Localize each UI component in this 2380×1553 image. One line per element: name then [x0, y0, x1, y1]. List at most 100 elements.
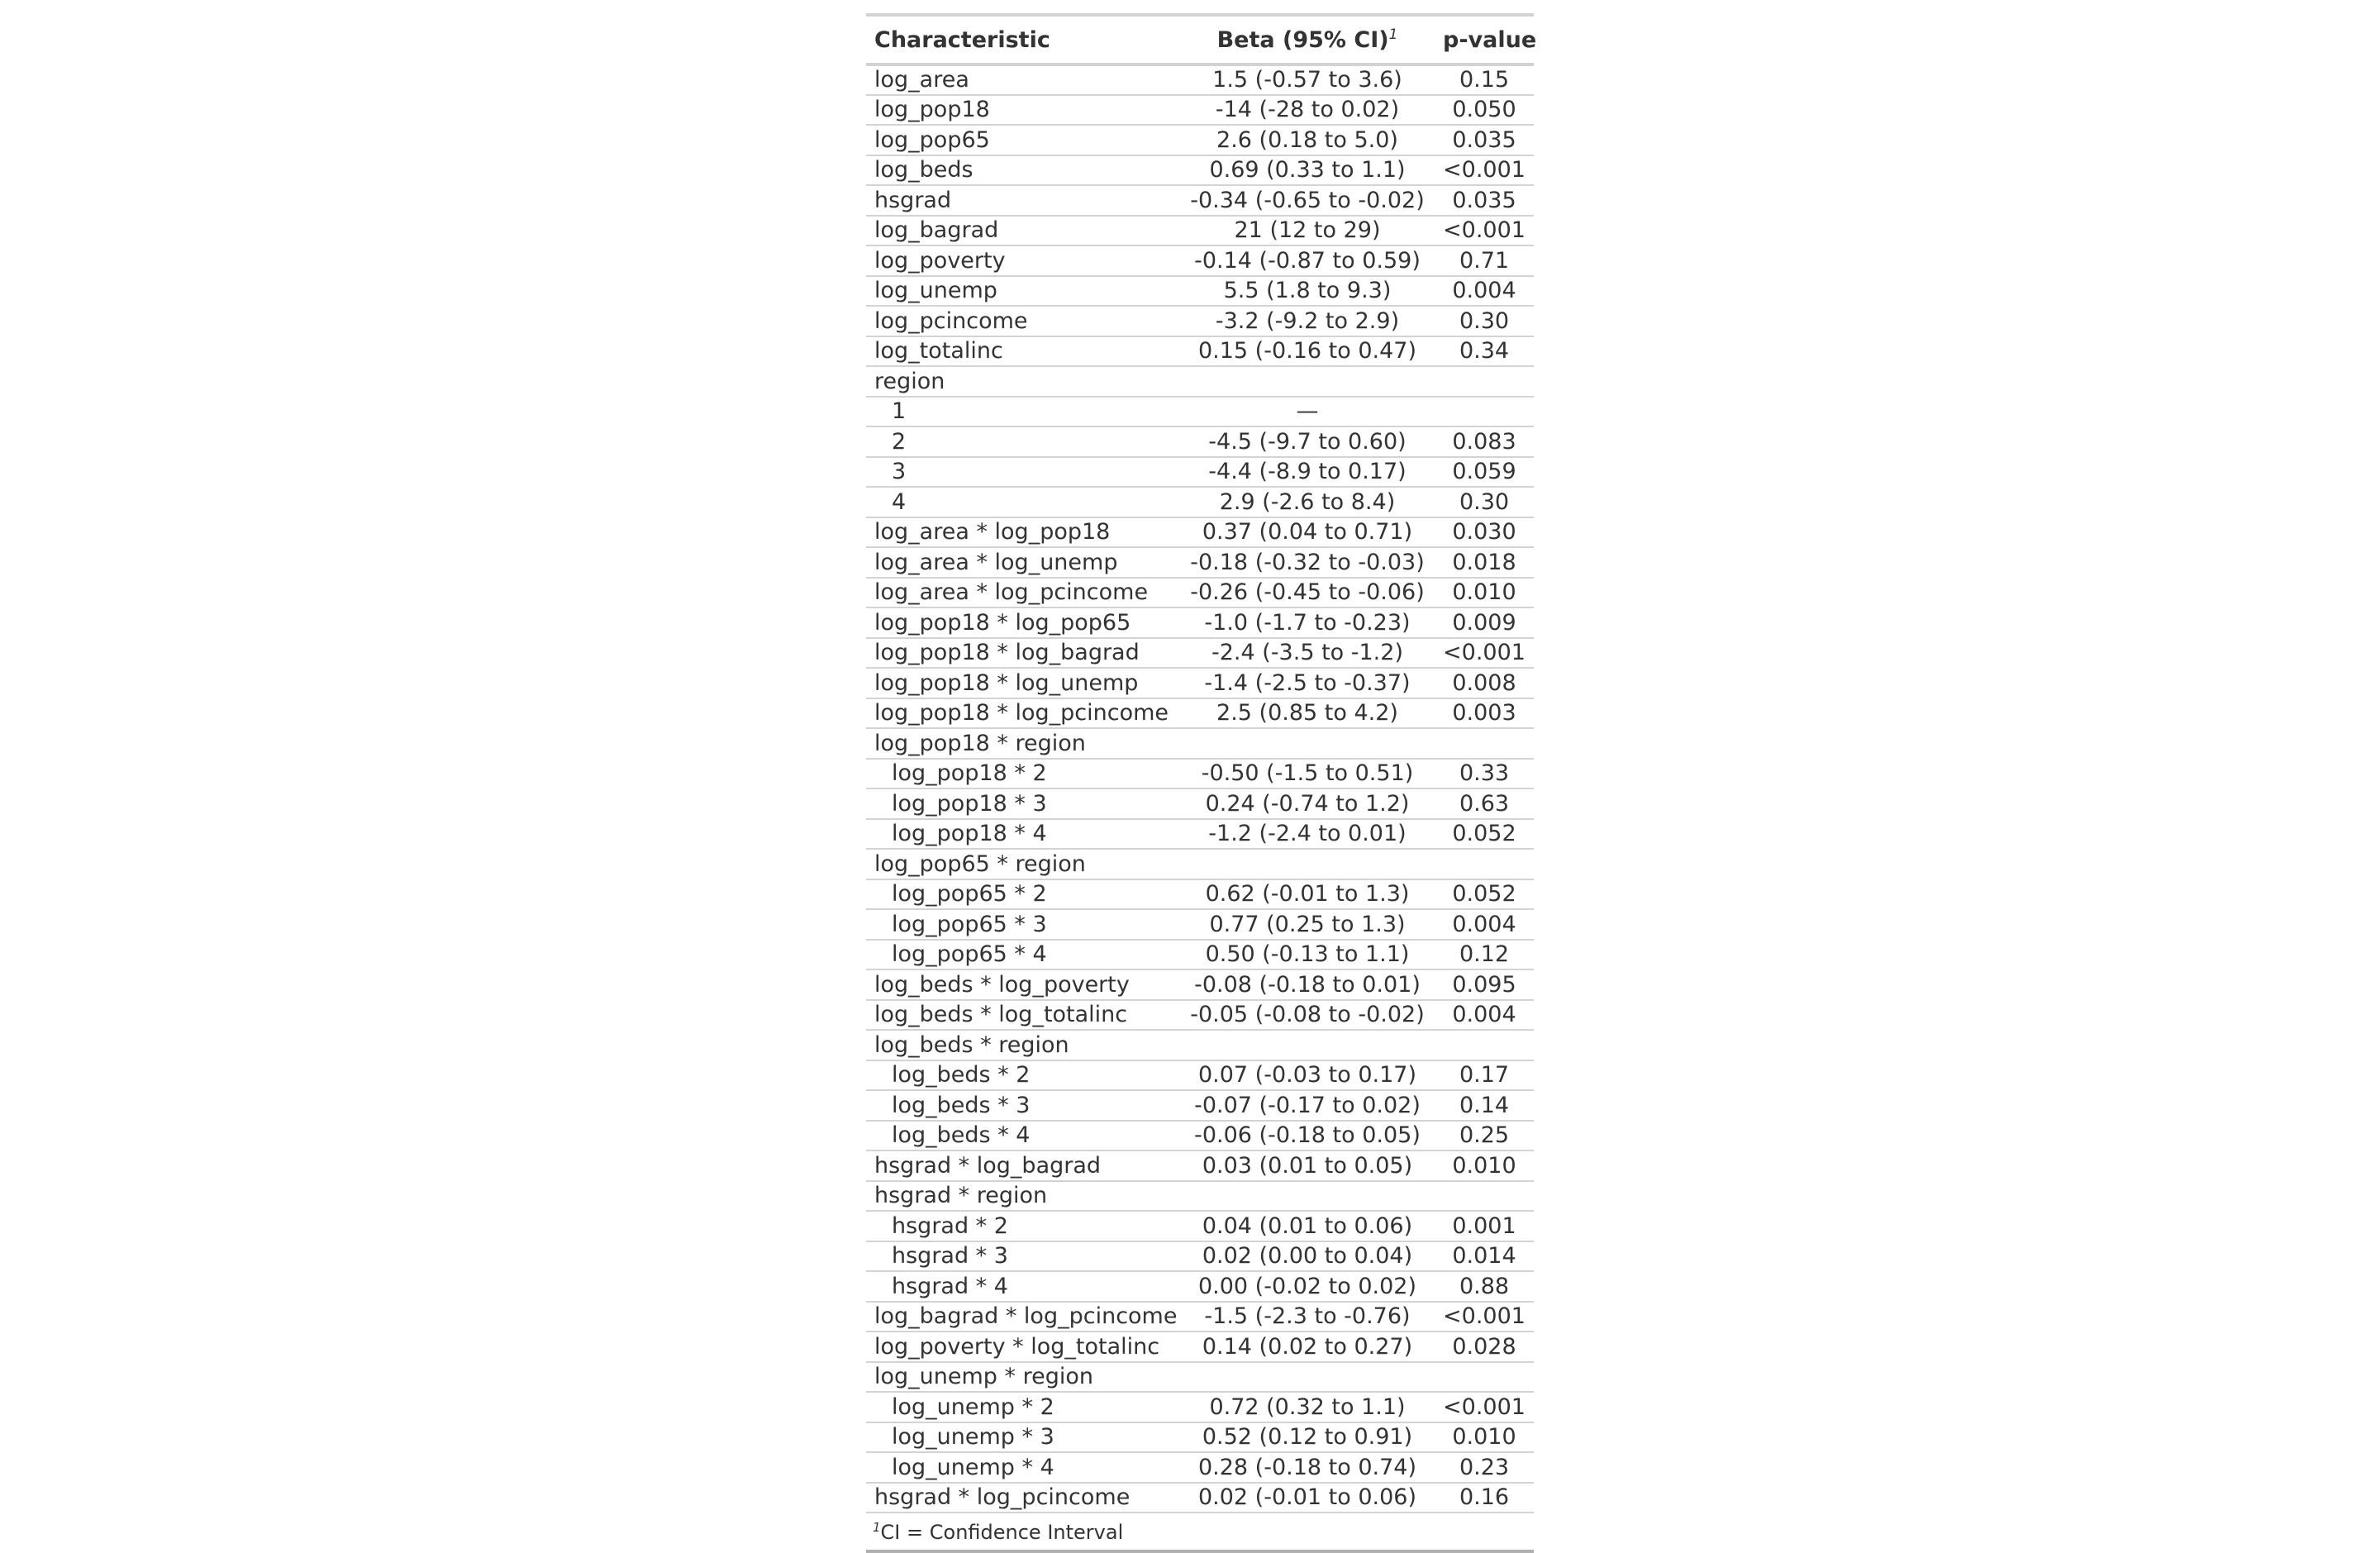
table-row: log_bagrad * log_pcincome -1.5 (-2.3 to -… [866, 1301, 1534, 1332]
cell-p-value: 0.88 [1435, 1271, 1534, 1303]
table-row: log_pop18 * 4 -1.2 (-2.4 to 0.01) 0.052 [866, 818, 1534, 850]
cell-beta-ci: -2.4 (-3.5 to -1.2) [1180, 637, 1435, 669]
cell-characteristic: log_pop18 * log_pcincome [866, 698, 1180, 729]
cell-p-value: 0.035 [1435, 125, 1534, 156]
cell-p-value [1435, 1361, 1534, 1393]
cell-characteristic: hsgrad * region [866, 1180, 1180, 1212]
cell-characteristic: hsgrad * log_bagrad [866, 1150, 1180, 1182]
cell-beta-ci: -0.08 (-0.18 to 0.01) [1180, 969, 1435, 1001]
cell-p-value: 0.33 [1435, 758, 1534, 789]
cell-characteristic: region [866, 366, 1180, 398]
table-footer: 1CI = Confidence Interval [866, 1512, 1534, 1553]
regression-table-container: Characteristic Beta (95% CI)1 p-value lo… [866, 13, 1536, 1553]
table-row: log_pop18 * 2 -0.50 (-1.5 to 0.51) 0.33 [866, 758, 1534, 789]
cell-p-value: 0.028 [1435, 1331, 1534, 1363]
cell-characteristic: hsgrad * 3 [866, 1241, 1180, 1272]
table-row: log_area * log_pop18 0.37 (0.04 to 0.71) 0… [866, 517, 1534, 548]
table-row: log_area * log_unemp -0.18 (-0.32 to -0.0… [866, 547, 1534, 579]
cell-p-value: 0.010 [1435, 577, 1534, 608]
cell-characteristic: log_pop18 * log_pop65 [866, 607, 1180, 639]
header-row: Characteristic Beta (95% CI)1 p-value [866, 13, 1536, 66]
footnote-mark: 1 [1388, 26, 1398, 43]
cell-beta-ci: 2.6 (0.18 to 5.0) [1180, 125, 1435, 156]
cell-p-value: 0.010 [1435, 1422, 1534, 1453]
header-p-value: p-value [1435, 13, 1536, 66]
cell-p-value: 0.71 [1435, 245, 1534, 277]
cell-beta-ci: 0.24 (-0.74 to 1.2) [1180, 788, 1435, 820]
cell-p-value: 0.16 [1435, 1482, 1534, 1513]
table-row: log_beds * region [866, 1030, 1534, 1061]
cell-characteristic: 1 [866, 396, 1180, 427]
cell-p-value: 0.25 [1435, 1120, 1534, 1151]
cell-characteristic: log_pop18 * log_unemp [866, 668, 1180, 699]
cell-p-value: 0.095 [1435, 969, 1534, 1001]
cell-p-value: 0.018 [1435, 547, 1534, 579]
cell-characteristic: hsgrad * log_pcincome [866, 1482, 1180, 1513]
table-row: 3 -4.4 (-8.9 to 0.17) 0.059 [866, 456, 1534, 488]
table-row: log_pop18 * region [866, 728, 1534, 760]
cell-characteristic: log_poverty [866, 245, 1180, 277]
cell-beta-ci: 0.37 (0.04 to 0.71) [1180, 517, 1435, 548]
cell-p-value: <0.001 [1435, 215, 1534, 246]
cell-beta-ci: 1.5 (-0.57 to 3.6) [1180, 64, 1435, 96]
cell-characteristic: log_totalinc [866, 336, 1180, 367]
cell-p-value: 0.34 [1435, 336, 1534, 367]
table-row: log_pop65 * 4 0.50 (-0.13 to 1.1) 0.12 [866, 939, 1534, 970]
table-row: log_unemp * region [866, 1361, 1534, 1393]
cell-characteristic: log_pop65 * 3 [866, 909, 1180, 941]
table-row: log_beds * log_totalinc -0.05 (-0.08 to -… [866, 999, 1534, 1031]
header-beta-ci: Beta (95% CI)1 [1180, 13, 1435, 66]
cell-beta-ci: 0.03 (0.01 to 0.05) [1180, 1150, 1435, 1182]
table-row: 4 2.9 (-2.6 to 8.4) 0.30 [866, 487, 1534, 518]
table-row: log_pcincome -3.2 (-9.2 to 2.9) 0.30 [866, 306, 1534, 337]
cell-characteristic: log_pcincome [866, 306, 1180, 337]
cell-p-value: 0.004 [1435, 909, 1534, 941]
cell-characteristic: log_beds * 4 [866, 1120, 1180, 1151]
table-header: Characteristic Beta (95% CI)1 p-value [866, 13, 1536, 66]
table-row: log_unemp * 2 0.72 (0.32 to 1.1) <0.001 [866, 1392, 1534, 1423]
cell-beta-ci: 0.15 (-0.16 to 0.47) [1180, 336, 1435, 367]
table-row: log_pop18 * 3 0.24 (-0.74 to 1.2) 0.63 [866, 788, 1534, 820]
cell-characteristic: log_area [866, 64, 1180, 96]
cell-p-value: 0.083 [1435, 426, 1534, 458]
cell-p-value [1435, 366, 1534, 398]
cell-beta-ci: -0.06 (-0.18 to 0.05) [1180, 1120, 1435, 1151]
cell-p-value: 0.030 [1435, 517, 1534, 548]
cell-p-value [1435, 396, 1534, 427]
table-row: log_beds * 3 -0.07 (-0.17 to 0.02) 0.14 [866, 1090, 1534, 1122]
cell-beta-ci: -4.5 (-9.7 to 0.60) [1180, 426, 1435, 458]
table-row: log_pop65 * 2 0.62 (-0.01 to 1.3) 0.052 [866, 879, 1534, 910]
cell-characteristic: log_area * log_pcincome [866, 577, 1180, 608]
cell-characteristic: log_pop65 * 4 [866, 939, 1180, 970]
cell-characteristic: log_area * log_pop18 [866, 517, 1180, 548]
table-row: 2 -4.5 (-9.7 to 0.60) 0.083 [866, 426, 1534, 458]
footnote-mark: 1 [873, 1519, 881, 1535]
cell-p-value: <0.001 [1435, 1301, 1534, 1332]
cell-p-value: 0.003 [1435, 698, 1534, 729]
table-row: log_area 1.5 (-0.57 to 3.6) 0.15 [866, 64, 1534, 96]
cell-p-value: <0.001 [1435, 155, 1534, 186]
cell-characteristic: hsgrad [866, 185, 1180, 217]
cell-beta-ci: -1.5 (-2.3 to -0.76) [1180, 1301, 1435, 1332]
cell-p-value: <0.001 [1435, 1392, 1534, 1423]
cell-beta-ci: 0.02 (0.00 to 0.04) [1180, 1241, 1435, 1272]
cell-p-value: 0.035 [1435, 185, 1534, 217]
cell-characteristic: log_pop65 * region [866, 849, 1180, 880]
header-characteristic: Characteristic [866, 13, 1180, 66]
cell-characteristic: log_poverty * log_totalinc [866, 1331, 1180, 1363]
cell-characteristic: log_bagrad * log_pcincome [866, 1301, 1180, 1332]
table-row: log_beds * 2 0.07 (-0.03 to 0.17) 0.17 [866, 1060, 1534, 1091]
cell-beta-ci: -0.07 (-0.17 to 0.02) [1180, 1090, 1435, 1122]
cell-p-value: 0.008 [1435, 668, 1534, 699]
cell-beta-ci: -1.4 (-2.5 to -0.37) [1180, 668, 1435, 699]
cell-characteristic: log_unemp [866, 275, 1180, 307]
cell-beta-ci: -4.4 (-8.9 to 0.17) [1180, 456, 1435, 488]
cell-p-value: 0.14 [1435, 1090, 1534, 1122]
cell-characteristic: log_pop18 * 2 [866, 758, 1180, 789]
table-row: 1— [866, 396, 1534, 427]
cell-characteristic: log_bagrad [866, 215, 1180, 246]
cell-beta-ci: -14 (-28 to 0.02) [1180, 94, 1435, 126]
cell-characteristic: log_pop18 * 3 [866, 788, 1180, 820]
cell-p-value: 0.059 [1435, 456, 1534, 488]
cell-characteristic: log_beds * 3 [866, 1090, 1180, 1122]
